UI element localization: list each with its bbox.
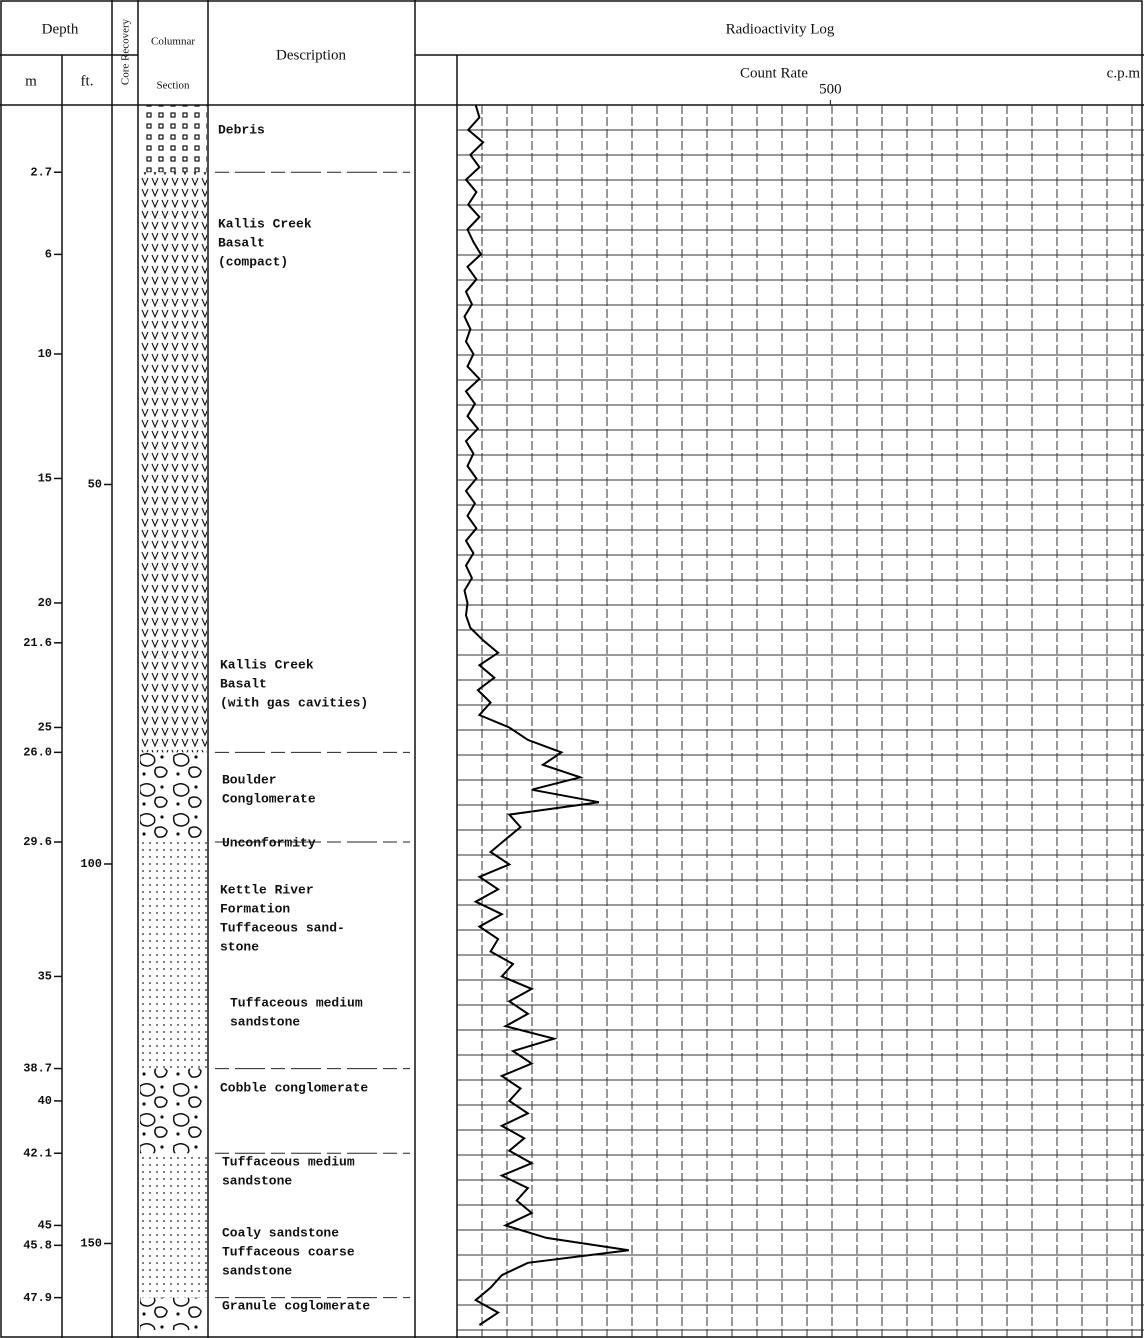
description: stone — [220, 939, 259, 954]
m-tick-label: 35 — [38, 970, 52, 984]
layer — [140, 1068, 207, 1154]
description: Kettle River — [220, 882, 314, 897]
m-tick-label: 47.9 — [23, 1291, 52, 1305]
header-ft: ft. — [81, 73, 94, 89]
x-tick-label: 500 — [819, 81, 842, 97]
ft-tick-label: 100 — [80, 857, 102, 871]
header-columnar: Columnar — [151, 36, 195, 48]
header-count-rate: Count Rate — [740, 65, 808, 81]
m-tick-label: 45 — [38, 1219, 52, 1233]
header-depth: Depth — [42, 21, 79, 37]
description: sandstone — [230, 1014, 300, 1029]
description: Tuffaceous medium — [222, 1154, 355, 1169]
m-tick-label: 26.0 — [23, 746, 52, 760]
description: (compact) — [218, 254, 288, 269]
description: Kallis Creek — [220, 657, 314, 672]
description: Coaly sandstone — [222, 1225, 339, 1240]
m-tick-label: 25 — [38, 721, 52, 735]
ft-tick-label: 150 — [80, 1237, 102, 1251]
header-core-recovery: Core Recovery — [120, 18, 132, 85]
layer — [140, 1297, 207, 1330]
m-tick-label: 45.8 — [23, 1239, 52, 1253]
description: Unconformity — [222, 835, 316, 850]
log-body: 2.7 6 10 15 20 21.6 25 26.0 29.6 35 38.7 40 42.1 45 45… — [23, 81, 842, 1330]
m-tick-label: 6 — [45, 248, 52, 262]
header-unit: c.p.m — [1107, 65, 1141, 81]
log-grid — [457, 105, 1144, 1338]
layer — [140, 172, 207, 753]
m-tick-label: 38.7 — [23, 1062, 52, 1076]
description: Tuffaceous sand- — [220, 920, 345, 935]
m-tick-label: 20 — [38, 596, 52, 610]
ft-tick-label: 50 — [88, 478, 102, 492]
description: Kallis Creek — [218, 216, 312, 231]
m-tick-label: 15 — [38, 472, 52, 486]
count-rate-curve — [463, 104, 629, 1326]
header-section: Section — [157, 80, 190, 92]
description: Granule coglomerate — [222, 1298, 370, 1313]
description: Cobble conglomerate — [220, 1080, 368, 1095]
description: Tuffaceous coarse — [222, 1244, 355, 1259]
m-tick-label: 10 — [38, 347, 52, 361]
layer — [140, 752, 207, 842]
header-description: Description — [276, 47, 346, 63]
layer — [140, 1153, 207, 1298]
description: sandstone — [222, 1263, 292, 1278]
header-log-title: Radioactivity Log — [726, 21, 835, 37]
description: Basalt — [220, 676, 267, 691]
description: (with gas cavities) — [220, 695, 368, 710]
m-tick-label: 29.6 — [23, 835, 52, 849]
description: Formation — [220, 901, 290, 916]
m-tick-label: 2.7 — [30, 165, 52, 179]
header-m: m — [25, 73, 37, 89]
m-tick-label: 21.6 — [23, 636, 52, 650]
description: Debris — [218, 122, 265, 137]
description: sandstone — [222, 1173, 292, 1188]
description: Boulder — [222, 772, 277, 787]
m-tick-label: 40 — [38, 1094, 52, 1108]
description: Tuffaceous medium — [230, 995, 363, 1010]
description: Conglomerate — [222, 791, 316, 806]
description: Basalt — [218, 235, 265, 250]
layer — [140, 105, 207, 173]
layer — [140, 841, 207, 1069]
m-tick-label: 42.1 — [23, 1146, 52, 1160]
